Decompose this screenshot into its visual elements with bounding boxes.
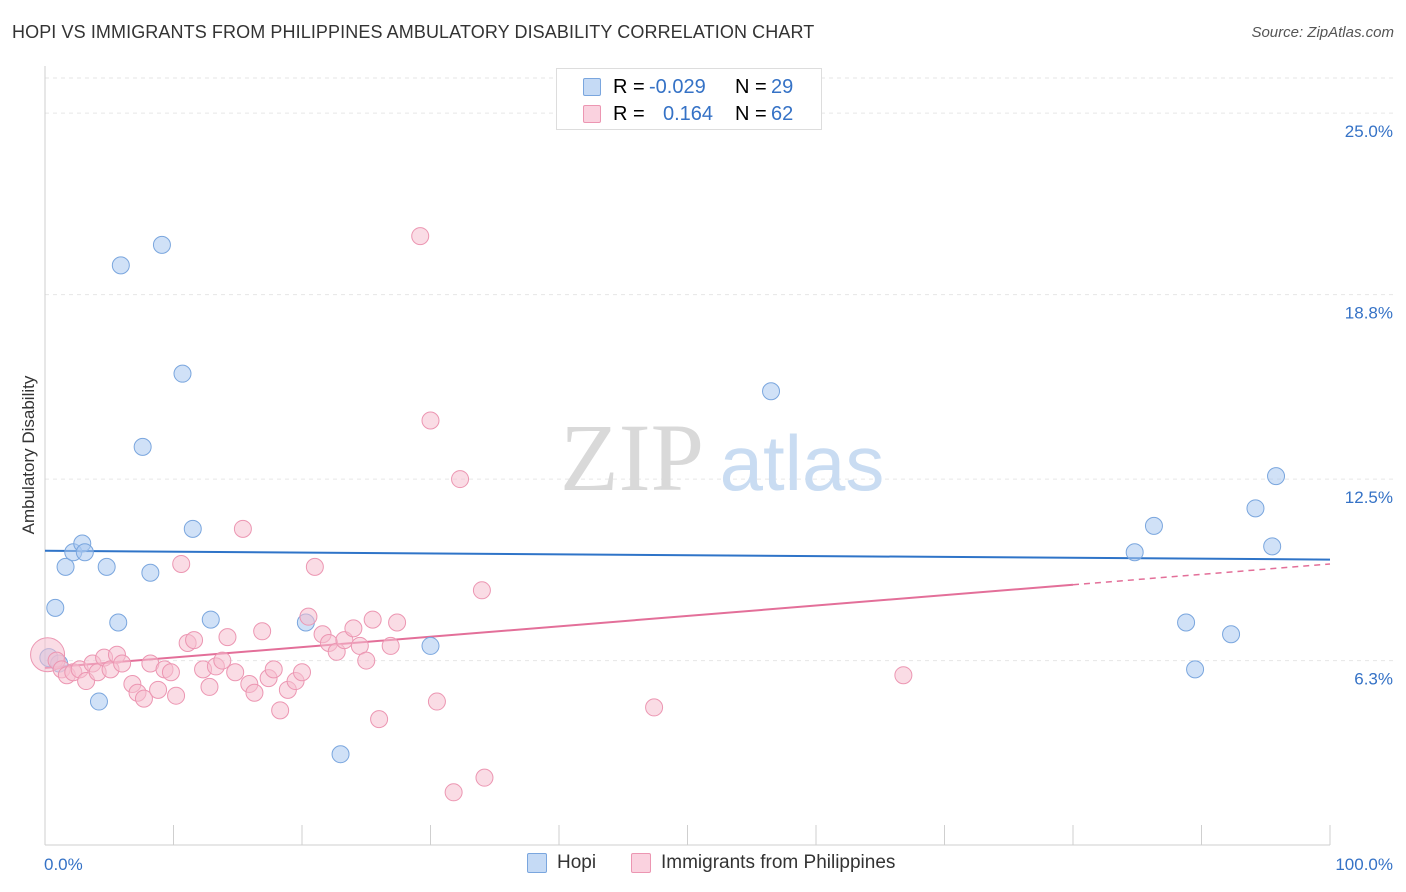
hopi-point	[141, 563, 160, 582]
philippines-point	[226, 663, 245, 682]
legend-hopi-swatch	[527, 853, 547, 873]
hopi-point	[183, 519, 202, 538]
philippines-n-label: N =	[735, 103, 767, 125]
philippines-point	[218, 628, 237, 647]
hopi-point	[1222, 625, 1241, 644]
hopi-point	[762, 382, 781, 401]
philippines-swatch	[583, 105, 601, 123]
hopi-point	[201, 610, 220, 629]
philippines-trend-extension	[1072, 563, 1331, 586]
hopi-point	[1246, 499, 1265, 518]
philippines-point	[411, 227, 430, 246]
hopi-point	[1125, 543, 1144, 562]
philippines-point	[451, 470, 470, 489]
philippines-trend-line	[44, 583, 1074, 669]
philippines-point	[472, 581, 491, 600]
axes	[44, 66, 1331, 846]
philippines-point	[363, 610, 382, 629]
legend-philippines-swatch	[631, 853, 651, 873]
philippines-point	[370, 710, 389, 729]
hopi-point	[1263, 537, 1282, 556]
hopi-point	[1177, 613, 1196, 632]
hopi-point	[56, 557, 75, 576]
hopi-point	[421, 636, 440, 655]
philippines-n-value: 62	[771, 103, 794, 125]
philippines-point	[185, 631, 204, 650]
philippines-point	[113, 654, 132, 673]
philippines-point	[245, 683, 264, 702]
trend-lines	[44, 549, 1331, 669]
philippines-point	[299, 607, 318, 626]
philippines-point	[344, 619, 363, 638]
hopi-point	[89, 692, 108, 711]
hopi-point	[133, 437, 152, 456]
source-label: Source: ZipAtlas.com	[1251, 24, 1394, 41]
stats-legend: R = -0.029 N = 29 R = 0.164 N = 62	[556, 68, 822, 130]
hopi-swatch	[583, 78, 601, 96]
philippines-point	[233, 519, 252, 538]
x-tick-label-left: 0.0%	[44, 855, 83, 874]
hopi-point	[97, 557, 116, 576]
philippines-point	[161, 663, 180, 682]
philippines-r-value: 0.164	[663, 103, 714, 125]
hopi-n-value: 29	[771, 76, 794, 98]
philippines-point	[645, 698, 664, 717]
philippines-point	[200, 677, 219, 696]
hopi-point	[331, 745, 350, 764]
hopi-point	[75, 543, 94, 562]
philippines-point	[271, 701, 290, 720]
hopi-point	[1144, 516, 1163, 535]
philippines-point	[134, 689, 153, 708]
hopi-point	[111, 256, 130, 275]
philippines-point	[167, 686, 186, 705]
watermark-atlas: atlas	[720, 419, 885, 507]
hopi-r-label: R =	[613, 76, 645, 98]
philippines-point	[264, 660, 283, 679]
philippines-point	[149, 680, 168, 699]
hopi-n-label: N =	[735, 76, 767, 98]
x-tick-label-right: 100.0%	[1335, 855, 1393, 874]
data-points	[30, 227, 1286, 802]
hopi-point	[1186, 660, 1205, 679]
legend-item-philippines: Immigrants from Philippines	[631, 852, 895, 874]
philippines-point	[293, 663, 311, 682]
watermark-zip: ZIP	[560, 404, 704, 511]
philippines-point	[427, 692, 446, 711]
legend-philippines-label: Immigrants from Philippines	[661, 852, 896, 873]
philippines-r-label: R =	[613, 103, 645, 125]
philippines-point	[213, 651, 232, 670]
chart-title: HOPI VS IMMIGRANTS FROM PHILIPPINES AMBU…	[12, 22, 815, 42]
y-tick-label: 12.5%	[1345, 488, 1393, 507]
philippines-point	[305, 557, 324, 576]
philippines-point	[444, 783, 463, 802]
hopi-point	[173, 364, 192, 383]
philippines-point	[475, 768, 494, 787]
hopi-trend-line	[44, 549, 1331, 561]
hopi-point	[1267, 467, 1286, 486]
hopi-point	[152, 235, 171, 254]
philippines-point	[172, 554, 191, 573]
hopi-point	[46, 598, 65, 617]
watermark: ZIP atlas	[560, 404, 884, 511]
philippines-point	[388, 613, 407, 632]
legend-hopi-label: Hopi	[557, 852, 597, 873]
y-tick-label: 18.8%	[1345, 304, 1393, 323]
y-axis-title: Ambulatory Disability	[19, 375, 38, 534]
gridlines	[45, 77, 1393, 662]
philippines-point	[894, 666, 913, 685]
philippines-point	[357, 651, 376, 670]
y-tick-label: 6.3%	[1354, 670, 1393, 689]
y-tick-labels: 6.3% 12.5% 18.8% 25.0%	[1345, 122, 1393, 688]
philippines-point	[253, 622, 272, 641]
philippines-point	[381, 636, 400, 655]
hopi-r-value: -0.029	[649, 76, 706, 98]
hopi-point	[109, 613, 128, 632]
legend-item-hopi: Hopi	[527, 852, 596, 874]
y-tick-label: 25.0%	[1345, 122, 1393, 141]
series-legend: Hopi Immigrants from Philippines	[0, 852, 1406, 878]
philippines-point	[421, 411, 440, 430]
